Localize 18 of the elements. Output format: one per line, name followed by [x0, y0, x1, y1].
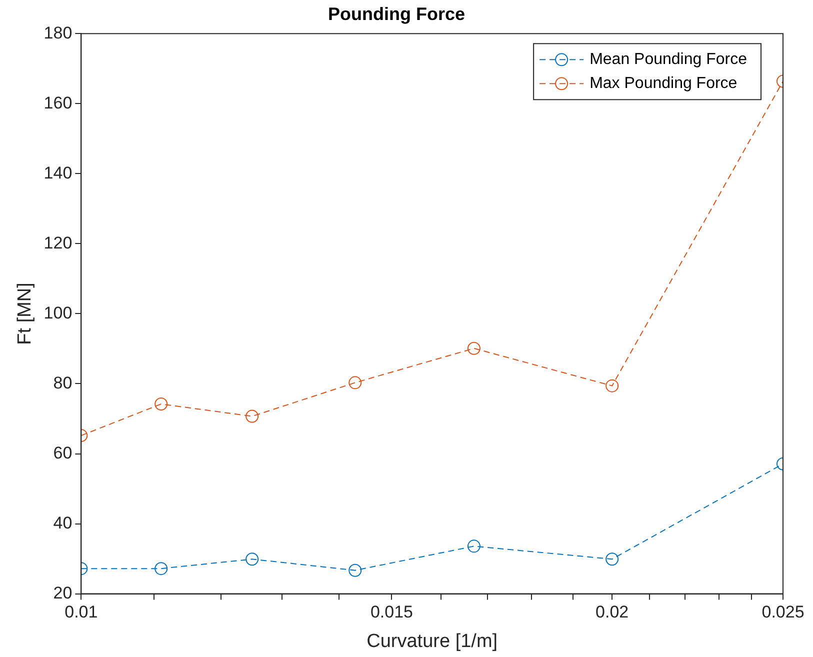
x-tick-label: 0.02 [596, 602, 629, 622]
y-axis-title: Ft [MN] [14, 282, 36, 345]
y-tick-label: 60 [53, 443, 72, 462]
y-tick-label: 120 [44, 233, 72, 252]
y-tick-label: 20 [53, 583, 72, 602]
x-tick-label: 0.01 [64, 602, 98, 622]
legend-label: Max Pounding Force [590, 75, 738, 92]
y-tick-label: 140 [44, 163, 72, 182]
y-tick-label: 40 [53, 513, 72, 532]
y-tick-label: 180 [44, 23, 72, 42]
x-axis-title: Curvature [1/m] [366, 630, 498, 652]
x-tick-label: 0.025 [762, 602, 804, 622]
y-tick-label: 80 [53, 373, 72, 392]
y-tick-label: 160 [44, 93, 72, 112]
legend-label: Mean Pounding Force [590, 51, 748, 68]
y-tick-label: 100 [44, 303, 72, 322]
chart-title: Pounding Force [328, 4, 465, 24]
x-tick-label: 0.015 [370, 602, 414, 622]
